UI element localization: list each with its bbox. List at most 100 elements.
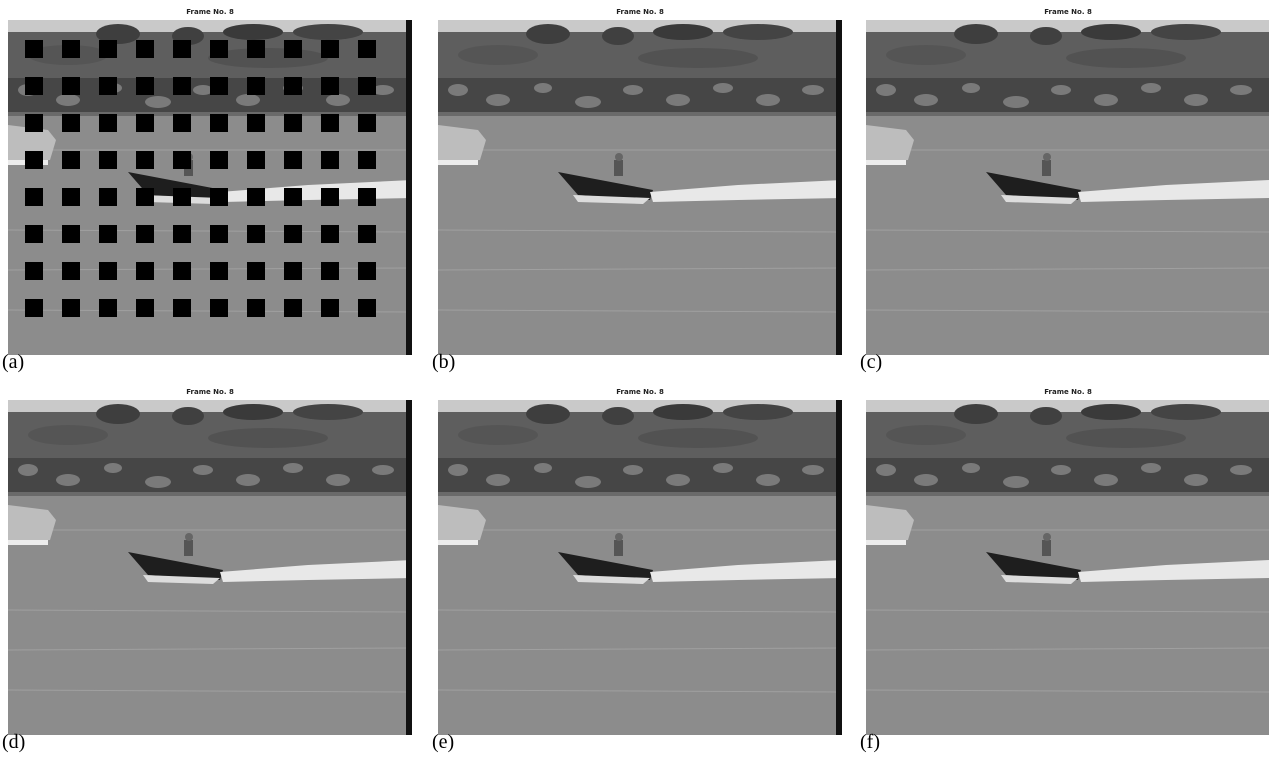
missing-block	[25, 114, 43, 132]
missing-block	[136, 299, 154, 317]
missing-block	[284, 151, 302, 169]
panel: Frame No. 8(b)	[438, 8, 848, 378]
missing-block	[284, 299, 302, 317]
missing-block	[321, 114, 339, 132]
panel-label: (e)	[432, 731, 454, 754]
missing-block	[284, 77, 302, 95]
missing-block	[62, 40, 80, 58]
missing-block	[358, 225, 376, 243]
missing-block	[358, 151, 376, 169]
missing-block	[284, 262, 302, 280]
missing-block	[247, 40, 265, 58]
missing-block	[99, 262, 117, 280]
missing-block	[62, 225, 80, 243]
missing-block	[321, 299, 339, 317]
missing-block	[136, 225, 154, 243]
missing-block	[358, 40, 376, 58]
missing-block	[173, 225, 191, 243]
missing-block	[358, 188, 376, 206]
missing-block	[25, 188, 43, 206]
missing-block	[136, 40, 154, 58]
missing-block	[173, 114, 191, 132]
missing-block	[173, 151, 191, 169]
missing-block	[25, 262, 43, 280]
missing-block	[284, 114, 302, 132]
frame-title: Frame No. 8	[866, 8, 1269, 16]
missing-block	[136, 77, 154, 95]
missing-block	[358, 262, 376, 280]
panel-label: (c)	[860, 351, 882, 374]
panel: Frame No. 8(c)	[866, 8, 1269, 378]
missing-block	[321, 151, 339, 169]
missing-block	[247, 188, 265, 206]
missing-block	[99, 299, 117, 317]
missing-block	[358, 77, 376, 95]
missing-block	[247, 225, 265, 243]
frame-title: Frame No. 8	[438, 8, 842, 16]
panel: Frame No. 8(a)	[8, 8, 418, 378]
missing-block	[247, 151, 265, 169]
missing-block	[173, 262, 191, 280]
video-frame	[438, 20, 842, 355]
missing-block	[210, 188, 228, 206]
missing-block	[358, 114, 376, 132]
video-frame	[866, 400, 1269, 735]
missing-block	[25, 40, 43, 58]
missing-block	[99, 77, 117, 95]
missing-block	[136, 151, 154, 169]
missing-block	[99, 151, 117, 169]
missing-block	[99, 114, 117, 132]
missing-block	[62, 262, 80, 280]
missing-block	[247, 77, 265, 95]
missing-block	[210, 40, 228, 58]
missing-block	[321, 188, 339, 206]
frame-title: Frame No. 8	[8, 388, 412, 396]
missing-block	[136, 262, 154, 280]
missing-block	[321, 40, 339, 58]
missing-block	[210, 299, 228, 317]
missing-block	[136, 114, 154, 132]
missing-block	[210, 114, 228, 132]
missing-block	[62, 188, 80, 206]
missing-block	[173, 299, 191, 317]
missing-block	[25, 77, 43, 95]
video-frame	[438, 400, 842, 735]
missing-block	[62, 114, 80, 132]
missing-block	[321, 225, 339, 243]
missing-block	[99, 40, 117, 58]
missing-block	[321, 77, 339, 95]
missing-block	[173, 188, 191, 206]
missing-block	[25, 151, 43, 169]
missing-block	[210, 77, 228, 95]
missing-block	[284, 225, 302, 243]
missing-block	[173, 40, 191, 58]
panel: Frame No. 8(f)	[866, 388, 1269, 758]
missing-block	[247, 114, 265, 132]
panel-label: (a)	[2, 351, 24, 374]
frame-title: Frame No. 8	[8, 8, 412, 16]
missing-block	[284, 188, 302, 206]
missing-block	[358, 299, 376, 317]
missing-block	[25, 299, 43, 317]
frame-title: Frame No. 8	[438, 388, 842, 396]
missing-block	[62, 151, 80, 169]
missing-block	[136, 188, 154, 206]
missing-block	[210, 151, 228, 169]
missing-block	[247, 262, 265, 280]
video-frame	[866, 20, 1269, 355]
missing-block	[210, 225, 228, 243]
panel: Frame No. 8(e)	[438, 388, 848, 758]
missing-block	[247, 299, 265, 317]
missing-block	[210, 262, 228, 280]
missing-block	[25, 225, 43, 243]
video-frame	[8, 400, 412, 735]
panel-label: (b)	[432, 351, 455, 374]
missing-block	[62, 299, 80, 317]
missing-block	[62, 77, 80, 95]
missing-block	[99, 188, 117, 206]
panel-label: (d)	[2, 731, 25, 754]
frame-title: Frame No. 8	[866, 388, 1269, 396]
video-frame	[8, 20, 412, 355]
missing-block	[173, 77, 191, 95]
missing-block	[284, 40, 302, 58]
